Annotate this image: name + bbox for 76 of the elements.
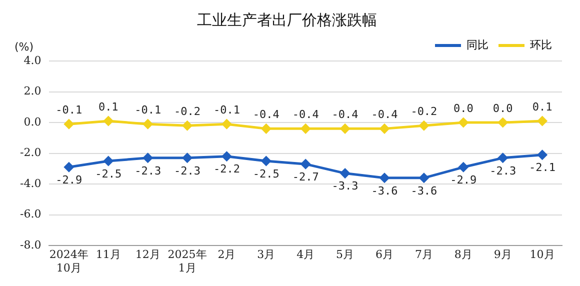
point	[261, 156, 271, 166]
point	[143, 153, 153, 163]
x-tick-label: 2月	[218, 248, 236, 262]
point	[261, 124, 271, 134]
data-label: -2.3	[490, 164, 516, 178]
point	[182, 120, 192, 130]
data-label: -2.5	[252, 167, 280, 180]
y-tick-label: -6.0	[20, 208, 42, 221]
data-label: -0.4	[292, 108, 320, 122]
data-label: -2.2	[213, 162, 240, 176]
x-tick-label: 10月	[530, 248, 555, 262]
data-label: -0.2	[174, 104, 201, 118]
data-label: -2.3	[174, 164, 201, 178]
data-label: -3.3	[332, 180, 358, 193]
data-label: -0.1	[134, 103, 162, 116]
x-tick-label: 4月	[296, 248, 315, 262]
x-tick-label: 5月	[336, 248, 354, 262]
point	[538, 150, 548, 160]
point	[419, 120, 429, 130]
point	[380, 124, 390, 134]
data-label: -0.4	[371, 108, 398, 122]
point	[222, 152, 232, 162]
data-label: -0.4	[252, 108, 280, 122]
data-label: 0.0	[453, 102, 474, 115]
point	[380, 173, 390, 183]
point	[64, 119, 74, 129]
point	[143, 119, 153, 129]
data-label: -2.9	[56, 174, 82, 187]
data-label: -2.3	[134, 164, 162, 178]
point	[498, 153, 508, 163]
chart-title: 工业生产者出厂价格涨跌幅	[197, 10, 377, 29]
x-tick-label: 11月	[96, 248, 121, 262]
point	[222, 119, 232, 129]
point	[300, 159, 310, 169]
data-label: -0.2	[410, 104, 438, 118]
point	[104, 156, 114, 166]
data-label: -3.6	[371, 184, 398, 198]
data-label: -0.1	[56, 103, 82, 116]
x-tick-label: 2025年 1月	[168, 248, 207, 274]
x-tick-label: 12月	[135, 248, 160, 262]
point	[458, 162, 468, 172]
y-tick-label: 2.0	[24, 84, 42, 98]
y-tick-label: 0.0	[24, 115, 42, 128]
y-axis-title: (%)	[14, 40, 34, 54]
data-label: -2.9	[450, 174, 477, 187]
point	[458, 118, 468, 128]
point	[182, 153, 192, 163]
legend-label: 环比	[530, 38, 552, 52]
point	[64, 162, 74, 172]
data-label: -3.6	[410, 184, 438, 198]
x-tick-label: 6月	[375, 248, 394, 262]
y-tick-label: -4.0	[20, 176, 42, 190]
point	[538, 116, 548, 126]
x-tick-label: 9月	[494, 248, 512, 262]
x-tick-label: 2024年 10月	[49, 248, 88, 274]
y-tick-label: 4.0	[24, 54, 42, 67]
point	[104, 116, 114, 126]
data-label: 0.1	[532, 100, 552, 114]
data-label: -0.4	[332, 108, 359, 122]
data-label: -2.5	[95, 167, 122, 180]
data-label: 0.0	[492, 102, 513, 115]
point	[419, 173, 429, 183]
x-tick-label: 8月	[454, 248, 472, 262]
x-tick-label: 7月	[414, 248, 433, 262]
point	[340, 168, 350, 178]
data-label: -0.1	[213, 103, 240, 116]
x-tick-label: 3月	[257, 248, 276, 262]
data-label: -2.1	[529, 161, 556, 174]
point	[340, 124, 350, 134]
point	[300, 124, 310, 134]
y-tick-label: -2.0	[20, 146, 42, 160]
y-tick-label: -8.0	[20, 238, 42, 252]
legend-label: 同比	[466, 38, 488, 52]
point	[498, 118, 508, 128]
data-label: -2.7	[292, 170, 319, 184]
data-label: 0.1	[98, 100, 118, 114]
